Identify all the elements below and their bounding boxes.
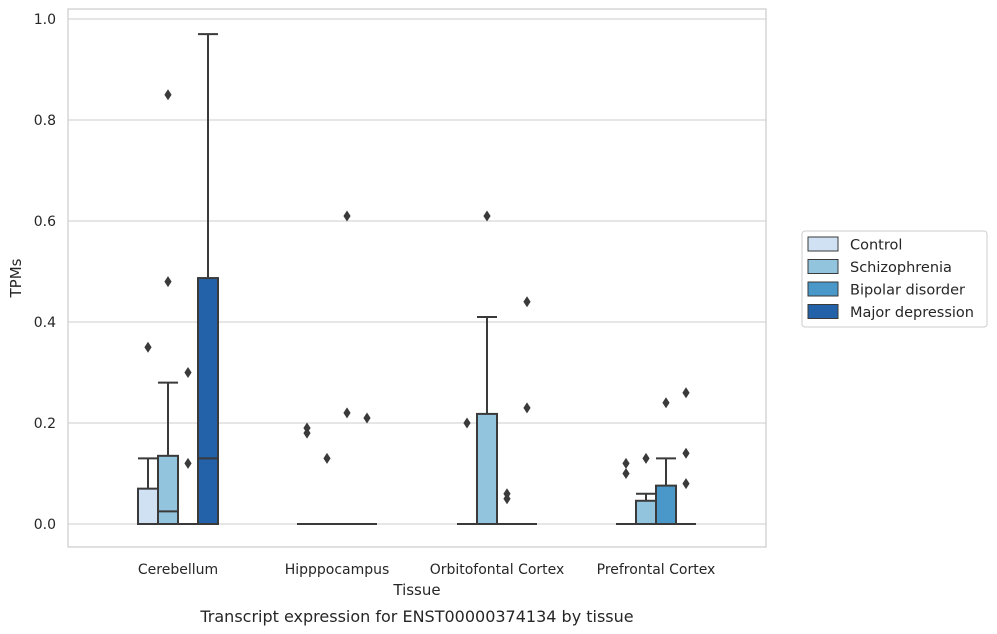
- box-2-2: [497, 488, 517, 525]
- box-body: [157, 454, 179, 526]
- outlier-point: [363, 412, 371, 424]
- box-body: [476, 412, 498, 525]
- y-tick-label: 0.2: [34, 416, 56, 432]
- outlier-point: [164, 89, 172, 101]
- outlier-point: [682, 387, 690, 399]
- box-1-0: [157, 89, 179, 526]
- box-3-1: [357, 412, 377, 525]
- outlier-point: [343, 210, 351, 222]
- box-1-1: [317, 452, 337, 525]
- y-tick-label: 0.0: [34, 517, 56, 533]
- box-1-3: [635, 452, 657, 525]
- box-plot-series: [137, 33, 696, 526]
- box-body: [137, 487, 159, 525]
- y-tick-label: 1.0: [34, 12, 56, 28]
- legend-swatch: [807, 236, 839, 252]
- x-axis-ticks: Cerebellum Hipppocampus Orbitofontal Corte…: [138, 562, 715, 578]
- outlier-point: [622, 468, 630, 479]
- legend-swatch: [807, 281, 839, 297]
- box-0-0: [137, 341, 159, 525]
- legend-frame: [801, 230, 988, 328]
- outlier-point: [523, 296, 531, 308]
- outlier-point: [184, 457, 192, 469]
- outlier-point: [463, 417, 471, 429]
- outlier-point: [303, 427, 311, 439]
- outlier-point: [523, 402, 531, 414]
- y-axis-ticks: 0.0 0.2 0.4 0.6 0.8 1.0: [34, 12, 56, 533]
- outlier-point: [682, 478, 690, 490]
- x-axis-title: Tissue: [392, 581, 440, 599]
- x-tick-label: Hipppocampus: [285, 562, 390, 578]
- legend-swatch: [807, 304, 839, 319]
- outlier-point: [184, 367, 192, 378]
- legend-swatch: [807, 259, 839, 274]
- box-0-1: [297, 422, 317, 525]
- box-2-3: [655, 397, 677, 525]
- box-2-0: [178, 367, 198, 525]
- outlier-point: [682, 447, 690, 459]
- outlier-point: [164, 276, 172, 288]
- y-tick-label: 0.6: [34, 214, 56, 230]
- box-body: [635, 499, 657, 525]
- y-tick-label: 0.8: [34, 113, 56, 129]
- x-tick-label: Cerebellum: [138, 562, 218, 578]
- outlier-point: [503, 493, 511, 505]
- outlier-point: [483, 210, 491, 222]
- legend-label: Control: [850, 238, 902, 254]
- box-body: [655, 484, 677, 525]
- box-0-2: [457, 417, 477, 525]
- box-0-3: [616, 457, 636, 525]
- legend-label: Schizophrenia: [850, 260, 952, 276]
- chart-caption: Transcript expression for ENST0000037413…: [199, 607, 633, 626]
- grid-lines: [68, 18, 766, 525]
- outlier-point: [622, 457, 630, 469]
- legend-label: Bipolar disorder: [850, 283, 965, 299]
- x-tick-label: Prefrontal Cortex: [597, 562, 716, 578]
- box-3-2: [517, 296, 537, 525]
- outlier-point: [144, 341, 152, 353]
- outlier-point: [323, 452, 331, 464]
- y-tick-label: 0.4: [34, 315, 56, 331]
- outlier-point: [662, 397, 670, 409]
- box-2-1: [337, 210, 357, 525]
- y-axis-title: TPMs: [7, 258, 25, 298]
- box-body: [197, 277, 219, 525]
- outlier-point: [642, 452, 650, 464]
- box-3-3: [676, 387, 696, 525]
- legend: Control Schizophrenia Bipolar disorder Majo…: [801, 230, 988, 328]
- outlier-point: [343, 407, 351, 419]
- box-3-0: [197, 33, 219, 525]
- box-1-2: [476, 210, 498, 525]
- legend-label: Major depression: [850, 305, 974, 321]
- plot-area-border: [67, 8, 767, 548]
- x-tick-label: Orbitofontal Cortex: [430, 562, 565, 578]
